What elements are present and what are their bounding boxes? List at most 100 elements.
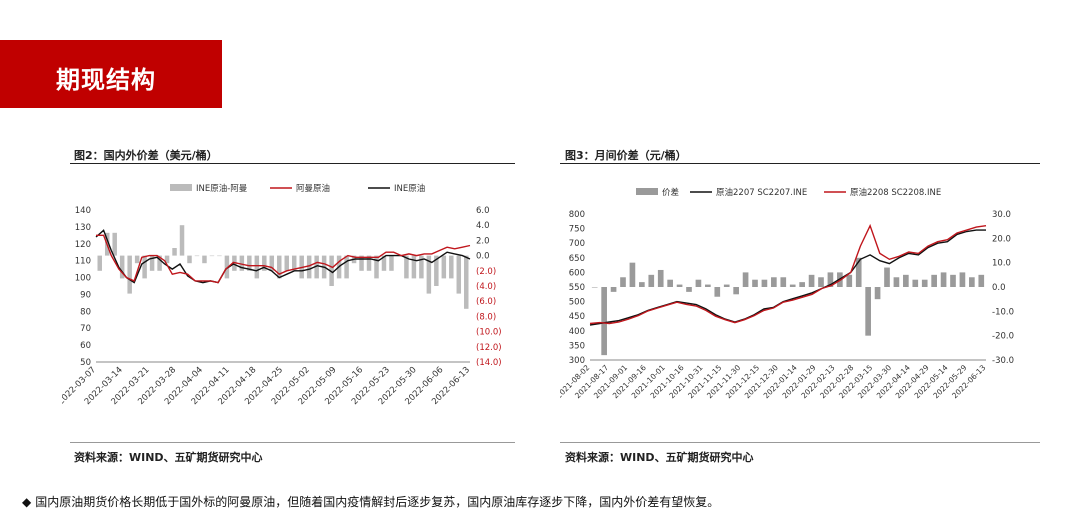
chart2-spread-bar	[639, 282, 645, 287]
chart2-spread-bar	[855, 257, 862, 287]
chart2-y-left-tick: 450	[569, 312, 585, 322]
chart1-spread-bar	[254, 255, 260, 279]
chart1-y-left-tick: 140	[75, 206, 91, 216]
chart2-y-left-tick: 600	[569, 268, 585, 278]
chart2-spread-bar	[903, 274, 909, 287]
chart1-y-right-tick: 2.0	[476, 236, 490, 246]
chart1-y-left-tick: 70	[80, 324, 91, 334]
chart2-svg: 800 750 700 650 600 550 500 450 400 350 300 30.0 20.…	[560, 187, 1014, 400]
chart1-y-left-tick: 50	[80, 358, 91, 368]
chart2-spread-bar	[676, 284, 683, 287]
chart2-spread-bar	[789, 284, 796, 287]
chart1-y-right-tick: (2.0)	[476, 267, 496, 277]
chart2-y-right-tick: 0.0	[992, 283, 1006, 293]
footnote: ◆ 国内原油期货价格长期低于国外标的阿曼原油，但随着国内疫情解封后逐步复苏，国内原…	[22, 493, 719, 510]
chart2-y-left-tick: 650	[569, 254, 585, 264]
chart1-y-left-tick: 80	[80, 307, 91, 317]
chart1-spread-bar	[209, 255, 215, 257]
chart1-y-right-tick: 6.0	[476, 206, 490, 216]
chart2-spread-bar	[940, 272, 947, 287]
chart2-spread-bar	[610, 287, 617, 292]
chart2-spread-bar	[912, 279, 919, 287]
chart2-y-right-tick: -30.0	[992, 356, 1014, 366]
chart1-spread-bar	[127, 255, 132, 294]
chart1-spread-bar	[134, 255, 140, 264]
chart2-spread-bar	[752, 279, 758, 287]
chart1-spread-bar	[449, 255, 454, 279]
chart1-y-right-tick: 4.0	[476, 221, 490, 231]
section-header-bar	[0, 40, 222, 108]
chart2-legend-label: 原油2207 SC2207.INE	[716, 187, 807, 198]
chart1-spread-bar	[374, 255, 379, 279]
chart1-spread-bar	[194, 255, 200, 257]
chart1-spread-bar	[262, 255, 267, 271]
chart1-source: 资料来源：WIND、五矿期货研究中心	[74, 451, 263, 464]
chart2-y-right-tick: 10.0	[992, 259, 1011, 269]
chart2-spread-bar	[733, 287, 739, 295]
chart2-spread-bar	[705, 284, 711, 287]
footnote-bullet: ◆	[22, 495, 32, 509]
chart1-y-right-tick: 0.0	[476, 252, 490, 262]
chart2-y-left-tick: 350	[569, 341, 585, 351]
chart1-spread-bar	[112, 232, 117, 256]
chart1-spread-bar	[306, 255, 312, 279]
chart2-spread-bar	[771, 277, 777, 287]
chart2-spread-bar	[931, 274, 937, 287]
chart1-line-b	[96, 234, 471, 284]
chart1-spread-bar	[179, 225, 185, 256]
chart2-y-left-tick: 400	[569, 327, 585, 337]
chart2-y-right-tick: 30.0	[992, 210, 1011, 220]
chart1-y-left-tick: 130	[75, 223, 91, 233]
chart2-spread-bar	[893, 277, 900, 287]
chart2-spread-bar	[761, 279, 768, 287]
chart1-spread-bar	[359, 255, 364, 271]
chart2-spread-bar	[667, 279, 673, 287]
chart1-spread-bar	[441, 255, 447, 279]
chart2-legend-swatch-bar	[636, 188, 658, 195]
chart1-spread-bar	[172, 248, 177, 256]
chart2-legend-label: 原油2208 SC2208.INE	[850, 187, 941, 198]
chart2-spread-bar	[723, 284, 730, 287]
chart1-spread-bar	[411, 255, 417, 279]
chart2-y-right-tick: -20.0	[992, 332, 1014, 342]
chart2-spread-bar	[620, 277, 626, 287]
chart2-spread-bar	[818, 277, 824, 287]
chart1-legend-label: 阿曼原油	[296, 183, 330, 194]
chart1-spread-bar	[366, 255, 372, 271]
chart1-top-rule	[70, 163, 515, 164]
chart1-spread-bar	[157, 255, 162, 271]
chart1-y-left-tick: 100	[75, 274, 91, 284]
chart1-spread-bar	[269, 255, 275, 271]
chart2-spread-bar	[827, 272, 834, 287]
chart2-spread-bar	[921, 279, 928, 287]
section-title: 期现结构	[56, 66, 156, 94]
chart2-spread-bar	[799, 282, 805, 287]
chart2-top-rule	[560, 163, 1040, 164]
chart1-y-right-tick: (10.0)	[476, 328, 502, 338]
chart2-spread-bar	[714, 287, 721, 297]
chart2-y-right-tick: 20.0	[992, 234, 1011, 244]
chart2-spread-bar	[959, 272, 966, 287]
chart1-spread-bar	[97, 255, 102, 271]
chart2-legend-label: 价差	[662, 187, 679, 198]
chart1-legend-swatch-bar	[170, 184, 192, 191]
chart2-spread-bar	[846, 274, 853, 287]
chart2-spread-bar	[950, 274, 956, 287]
chart1-spread-bar	[217, 255, 222, 257]
chart1-spread-bar	[426, 255, 432, 294]
chart2-y-left-tick: 700	[569, 239, 585, 249]
chart1-y-right-tick: (6.0)	[476, 297, 496, 307]
chart2-spread-bar	[808, 274, 815, 287]
chart1-spread-bar	[202, 255, 207, 264]
chart2-spread-bar	[978, 274, 985, 287]
chart1-spread-bar	[224, 255, 230, 279]
chart1-spread-bar	[142, 255, 147, 279]
chart1-legend-label: INE原油	[394, 183, 425, 194]
chart1-y-left-tick: 60	[80, 341, 91, 351]
chart2-spread-bar	[601, 287, 607, 356]
chart1-title: 图2：国内外价差（美元/桶）	[74, 149, 218, 162]
chart2-spread-bar	[884, 267, 890, 287]
chart2-y-left-tick: 300	[569, 356, 585, 366]
chart2-spread-bar	[865, 287, 871, 336]
chart2-y-right-tick: -10.0	[992, 307, 1014, 317]
